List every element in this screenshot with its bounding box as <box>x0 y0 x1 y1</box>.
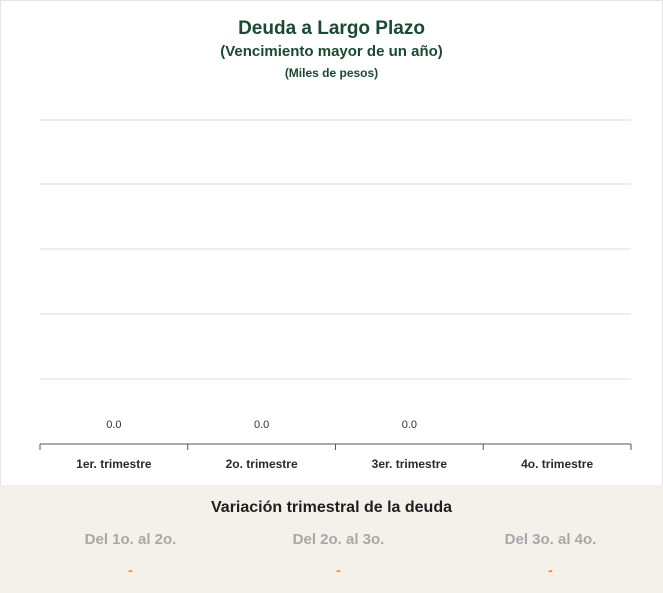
variation-value-3: - <box>548 562 553 578</box>
x-tick-label-1: 1er. trimestre <box>76 457 152 471</box>
data-label-3: 0.0 <box>402 419 417 431</box>
x-tick-label-3: 3er. trimestre <box>372 457 448 471</box>
variation-panel: Variación trimestral de la deuda Del 1o.… <box>0 485 663 593</box>
x-tick-label-2: 2o. trimestre <box>226 457 298 471</box>
bar-chart: 0.0 1er. trimestre 0.0 2o. trimestre 0.0 3er.… <box>39 119 632 471</box>
variation-label-1: Del 1o. al 2o. <box>84 531 177 548</box>
data-label-1: 0.0 <box>106 419 121 431</box>
variation-value-2: - <box>336 562 341 578</box>
variation-title: Variación trimestral de la deuda <box>211 499 452 516</box>
chart-subtitle: (Vencimiento mayor de un año) <box>220 43 443 60</box>
variation-item-2: Del 2o. al 3o. - <box>228 531 449 578</box>
chart-unit-label: (Miles de pesos) <box>284 66 379 80</box>
variation-item-1: Del 1o. al 2o. - <box>20 531 241 578</box>
variation-value-1: - <box>128 562 133 578</box>
variation-label-3: Del 3o. al 4o. <box>504 531 597 548</box>
variation-item-3: Del 3o. al 4o. - <box>440 531 661 578</box>
x-tick-label-4: 4o. trimestre <box>521 457 593 471</box>
data-label-2: 0.0 <box>254 419 269 431</box>
variation-label-2: Del 2o. al 3o. <box>292 531 385 548</box>
chart-title: Deuda a Largo Plazo <box>238 18 425 39</box>
